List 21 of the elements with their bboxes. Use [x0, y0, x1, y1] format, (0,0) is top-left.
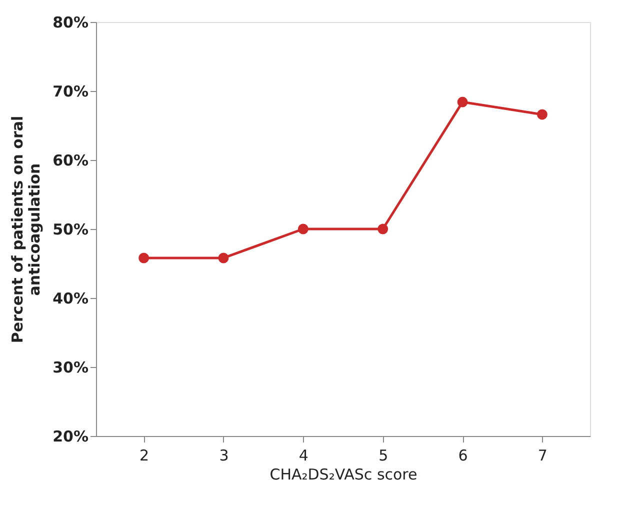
y-tick-label: 30% — [52, 358, 88, 376]
x-tick-label: 3 — [219, 446, 229, 464]
y-tick-label: 20% — [52, 428, 88, 446]
x-tick-label: 5 — [378, 446, 388, 464]
point — [298, 224, 308, 234]
x-tick-label: 2 — [140, 446, 150, 464]
x-tick-label: 4 — [298, 446, 308, 464]
y-tick-label: 70% — [52, 82, 88, 100]
y-tick-label: 40% — [52, 290, 88, 308]
y-axis-title: Percent of patients on oral anticoagulation — [8, 116, 44, 344]
y-tick-label: 80% — [52, 14, 88, 32]
point — [138, 252, 150, 264]
y-tick-label: 60% — [52, 152, 88, 170]
x-tick-label: 6 — [458, 446, 468, 464]
point — [378, 224, 388, 234]
y-tick-label: 50% — [52, 220, 88, 238]
point — [457, 96, 468, 108]
x-tick-label: 7 — [538, 446, 548, 464]
point — [536, 109, 548, 120]
point — [218, 252, 229, 264]
x-axis-title: CHA₂DS₂VASc score — [270, 466, 418, 484]
